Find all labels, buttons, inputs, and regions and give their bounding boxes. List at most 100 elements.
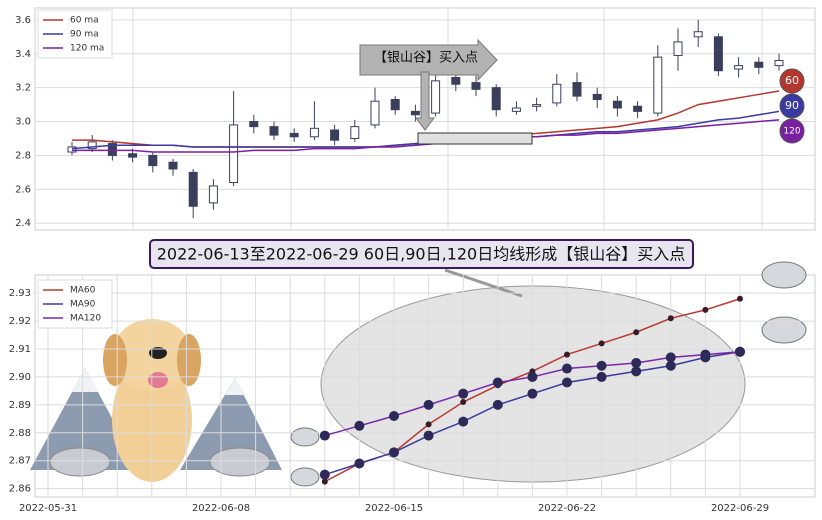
candle-body: [713, 36, 723, 72]
candle-body: [128, 153, 138, 158]
ma-point: [389, 411, 399, 422]
candle-body: [612, 100, 622, 109]
ma-point: [354, 420, 365, 431]
y-tick-label: 3.6: [15, 15, 31, 26]
zone-box: [417, 132, 533, 145]
candle-body: [491, 87, 501, 111]
candle-body: [330, 129, 340, 141]
end-badge-label: 60: [785, 74, 799, 87]
candle-body: [67, 146, 77, 153]
snow: [72, 368, 98, 392]
y-tick-label: 3.0: [15, 117, 31, 128]
ma-point: [425, 421, 432, 428]
ma-point: [492, 399, 503, 410]
ma-point: [631, 357, 642, 368]
ma-point: [354, 458, 365, 469]
candle-body: [87, 141, 97, 150]
down-arrow: [415, 71, 435, 131]
x-tick-label: 2022-06-22: [538, 503, 596, 514]
chart-title: 2022-06-13至2022-06-29 60日,90日,120日均线形成【银…: [157, 245, 686, 264]
candle-body: [390, 99, 400, 111]
ma-point: [458, 388, 469, 399]
ma-point: [700, 349, 711, 360]
y-tick-label: 2.91: [9, 344, 31, 355]
ma-point: [527, 371, 538, 382]
dog-ear: [103, 334, 127, 386]
legend-label: 60 ma: [70, 16, 99, 26]
legend-label: MA90: [70, 300, 96, 310]
ingot: [290, 467, 320, 487]
top-vertical-grid: [132, 8, 763, 230]
y-tick-label: 2.93: [9, 288, 31, 299]
ma-point: [564, 351, 570, 358]
annotation-arrow: [359, 38, 498, 82]
ma-point: [319, 469, 330, 480]
x-tick-label: 2022-06-29: [711, 503, 769, 514]
legend-label: MA60: [70, 286, 96, 296]
ma-point: [596, 371, 607, 382]
ma-point: [667, 315, 674, 322]
ma-point: [598, 340, 605, 347]
ma-point: [319, 430, 330, 441]
y-tick-label: 2.8: [15, 150, 31, 161]
ma-point: [702, 306, 709, 313]
candle-body: [451, 76, 461, 85]
ma-point: [458, 416, 469, 427]
candle-body: [471, 82, 481, 90]
candle-body: [592, 93, 602, 101]
y-tick-label: 2.88: [9, 428, 31, 439]
end-badge: [779, 93, 805, 119]
bottom-layer: 2.86 2.87 2.88 2.89 2.90 2.91 2.92 2.93 2022-05-…: [9, 275, 815, 514]
ingot: [761, 316, 807, 344]
y-tick-label: 3.4: [15, 49, 31, 60]
mountain: [180, 378, 282, 470]
candle-body: [633, 105, 643, 112]
end-badge-label: 90: [785, 99, 799, 112]
candle-body: [532, 104, 542, 107]
banner: [149, 239, 694, 269]
ma-point: [562, 363, 572, 374]
x-tick-label: 2022-06-08: [192, 503, 250, 514]
ingot: [290, 427, 320, 447]
candle-body: [229, 124, 239, 184]
dog-nose: [149, 347, 167, 359]
candle-body: [410, 110, 420, 116]
x-tick-label: 2022-05-31: [19, 503, 77, 514]
candle-body: [754, 61, 764, 68]
y-tick-label: 2.4: [15, 218, 31, 229]
candle-body: [309, 127, 319, 138]
pointer: [444, 268, 523, 298]
ma-point: [737, 295, 743, 302]
y-tick-label: 2.92: [9, 316, 31, 327]
ingot: [49, 447, 111, 477]
legend-label: MA120: [70, 314, 101, 324]
candle-body: [350, 126, 360, 139]
candle-body: [572, 82, 582, 97]
snow: [225, 378, 246, 395]
y-tick-label: 2.86: [9, 484, 31, 495]
candle-body: [431, 80, 441, 114]
ma-point: [423, 399, 434, 410]
ma-point: [321, 478, 328, 485]
candle-body: [673, 41, 683, 56]
candle-body: [693, 31, 703, 38]
candle-body: [208, 185, 218, 204]
ma-point: [527, 388, 538, 399]
annotation-text: 【银山谷】买入点: [374, 51, 478, 66]
ma-point: [596, 360, 607, 371]
dog-ear: [177, 334, 201, 386]
mountain: [30, 368, 140, 470]
y-tick-label: 2.89: [9, 400, 31, 411]
candle-body: [107, 143, 117, 156]
ma-point: [423, 430, 434, 441]
candle-body: [734, 65, 744, 70]
ma-point: [631, 366, 642, 377]
candle-body: [168, 161, 178, 170]
ma-point: [389, 447, 399, 458]
ma-point: [562, 377, 572, 388]
ma-point: [665, 360, 676, 371]
ingot: [761, 261, 807, 289]
ma-point: [735, 346, 745, 357]
ma-point: [460, 399, 467, 406]
